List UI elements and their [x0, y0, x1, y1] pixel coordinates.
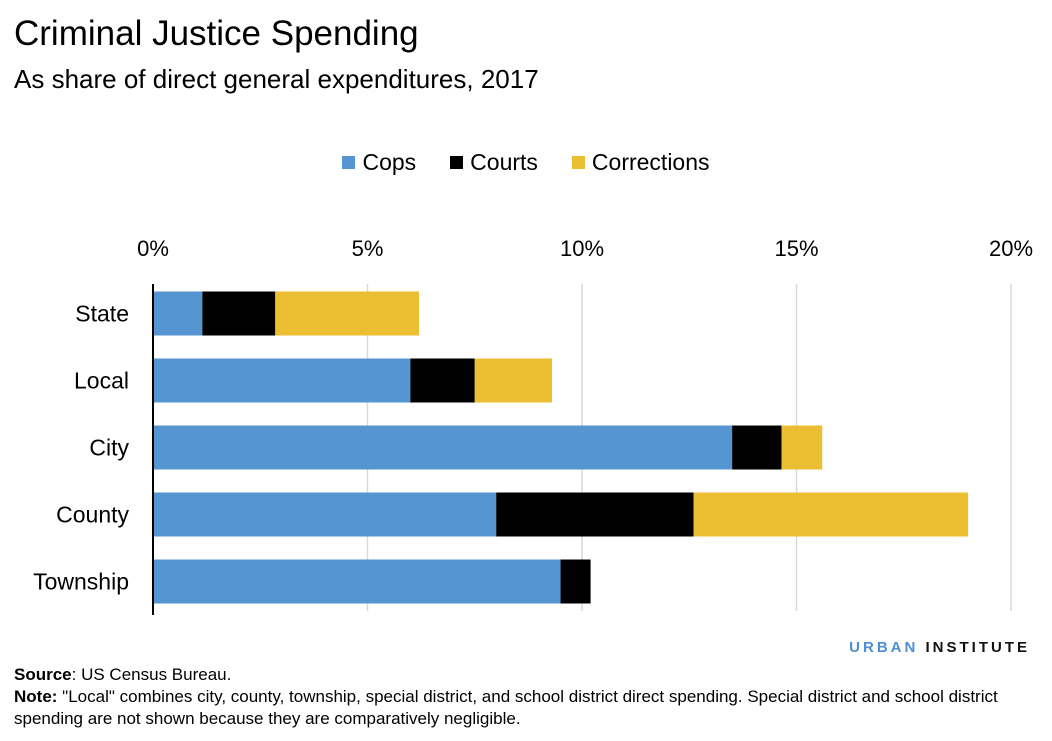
- x-tick-label-10: 10%: [560, 236, 604, 261]
- bar-township-courts: [560, 559, 591, 604]
- source-label: Source: [14, 665, 72, 684]
- logo-word-urban: URBAN: [849, 639, 919, 656]
- bar-chart: 0% 5% 10% 15% 20% State Local City County Townshi…: [33, 236, 1033, 615]
- bar-city-cops: [153, 425, 733, 470]
- source-text: : US Census Bureau.: [71, 665, 232, 684]
- bar-city-courts: [732, 425, 782, 470]
- legend-swatch-corrections: [571, 155, 585, 169]
- chart-subtitle: As share of direct general expenditures,…: [14, 64, 539, 94]
- category-label-city: City: [89, 435, 129, 461]
- x-tick-label-0: 0%: [137, 236, 169, 261]
- chart-legend: Cops Courts Corrections: [0, 148, 1052, 176]
- bar-city-corrections: [781, 425, 823, 470]
- legend-swatch-cops: [342, 155, 356, 169]
- bar-township-cops: [153, 559, 561, 604]
- legend-item-courts: Courts: [450, 148, 538, 176]
- bar-state-cops: [153, 291, 203, 336]
- urban-institute-logo: URBAN INSTITUTE: [849, 638, 1030, 658]
- x-tick-label-5: 5%: [352, 236, 384, 261]
- bar-local-courts: [410, 358, 475, 403]
- note-line: Note: "Local" combines city, county, tow…: [14, 686, 1034, 730]
- legend-label-corrections: Corrections: [591, 149, 710, 175]
- source-line: Source: US Census Bureau.: [14, 664, 231, 686]
- legend-swatch-courts: [450, 155, 464, 169]
- category-label-local: Local: [74, 368, 129, 394]
- bar-local-corrections: [474, 358, 552, 403]
- bar-state-courts: [202, 291, 276, 336]
- logo-word-institute: INSTITUTE: [925, 639, 1030, 656]
- category-label-state: State: [75, 301, 129, 327]
- legend-label-cops: Cops: [362, 149, 417, 175]
- bar-local-cops: [153, 358, 411, 403]
- category-label-county: County: [56, 502, 129, 528]
- x-tick-label-15: 15%: [774, 236, 818, 261]
- legend-label-courts: Courts: [470, 149, 538, 175]
- note-label: Note:: [14, 687, 58, 706]
- legend-item-cops: Cops: [342, 148, 416, 176]
- x-tick-label-20: 20%: [989, 236, 1033, 261]
- note-text: "Local" combines city, county, township,…: [14, 687, 998, 728]
- bar-county-cops: [153, 492, 497, 537]
- category-label-township: Township: [33, 569, 129, 595]
- bar-state-corrections: [275, 291, 419, 336]
- bar-county-corrections: [693, 492, 969, 537]
- chart-title: Criminal Justice Spending: [14, 14, 419, 53]
- bar-county-courts: [496, 492, 694, 537]
- legend-item-corrections: Corrections: [571, 148, 710, 176]
